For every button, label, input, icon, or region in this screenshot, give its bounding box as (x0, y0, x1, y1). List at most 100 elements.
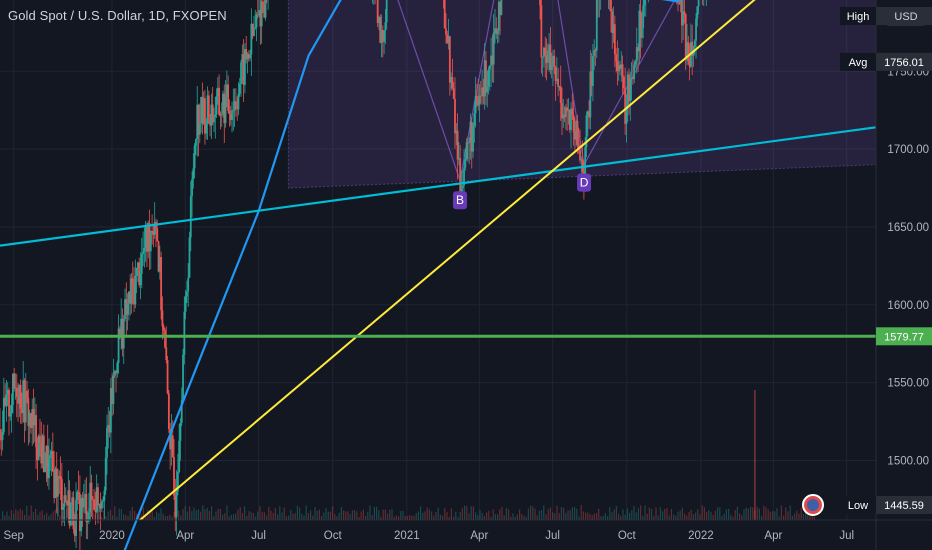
volume-bar (576, 508, 578, 520)
candle-body (633, 64, 636, 80)
volume-bar (340, 507, 342, 520)
candle-body (557, 78, 560, 87)
volume-bar (76, 513, 78, 520)
candle-body (490, 55, 492, 66)
volume-bar (556, 505, 558, 520)
volume-bar (719, 507, 721, 520)
candle-body (102, 500, 105, 502)
volume-bar (633, 506, 635, 520)
volume-bar (314, 507, 316, 520)
candle-body (54, 468, 57, 498)
candle-body (455, 130, 458, 134)
volume-bar (736, 506, 738, 520)
candle-body (625, 105, 628, 124)
candle-body (11, 373, 14, 405)
candle-body (234, 101, 237, 106)
candle-body (36, 447, 39, 461)
candle-body (621, 64, 624, 77)
candle-body (131, 278, 134, 285)
candle-body (256, 14, 259, 16)
candle-body (122, 318, 125, 349)
candle-body (133, 284, 135, 305)
candle-body (93, 499, 95, 510)
candle-body (49, 455, 52, 459)
volume-bar (710, 511, 712, 520)
volume-bar (525, 516, 527, 520)
volume-bar (756, 506, 758, 520)
time-tick-label: Apr (764, 530, 782, 542)
candle-body (581, 159, 584, 172)
volume-bar (206, 507, 208, 520)
volume-bar (164, 516, 166, 520)
average-tag-value: 1756.01 (884, 57, 924, 69)
volume-bar (721, 515, 723, 520)
candle-body (130, 278, 133, 304)
candle-body (66, 500, 68, 506)
candle-body (253, 28, 255, 36)
candle-body (86, 519, 89, 522)
volume-bar (389, 509, 391, 520)
candle-body (586, 111, 589, 116)
candle-body (121, 318, 124, 349)
candle-body (120, 318, 123, 336)
candle-body (2, 397, 5, 433)
volume-bar (662, 511, 664, 520)
candle-body (546, 50, 549, 63)
volume-bar (334, 514, 336, 520)
candle-body (562, 114, 565, 119)
volume-bar (17, 511, 19, 520)
candle-body (173, 457, 175, 496)
candle-body (246, 53, 249, 60)
candle-body (169, 429, 172, 450)
candle-body (220, 113, 223, 115)
candle-body (637, 47, 639, 52)
volume-bar (226, 505, 228, 520)
volume-bar (580, 505, 582, 520)
currency-selector[interactable]: USD (886, 8, 926, 26)
volume-bar (114, 506, 116, 520)
candle-body (209, 116, 212, 126)
candle-body (575, 121, 578, 140)
volume-bar (431, 511, 433, 520)
candle-body (224, 97, 227, 124)
candle-body (125, 299, 128, 315)
candle-body (27, 398, 30, 427)
candle-body (18, 384, 21, 404)
us-flag-icon[interactable] (802, 494, 824, 516)
candle-body (228, 110, 231, 115)
candle-body (19, 384, 22, 409)
volume-bar (415, 513, 417, 520)
volume-bar (65, 508, 67, 520)
candle-body (580, 159, 583, 161)
volume-bar (589, 514, 591, 520)
volume-bar (274, 508, 276, 520)
candle-body (585, 115, 588, 148)
candle-body (626, 74, 629, 106)
candle-body (468, 141, 471, 143)
time-tick-label: 2020 (99, 530, 125, 542)
volume-bar (15, 509, 17, 520)
volume-bar (299, 507, 301, 520)
volume-bar (351, 510, 353, 520)
volume-bar (523, 515, 525, 520)
candle-body (180, 400, 183, 423)
volume-bar (316, 510, 318, 520)
candle-body (176, 472, 179, 492)
volume-bar (521, 513, 523, 520)
candle-body (463, 167, 465, 186)
candle-body (240, 62, 242, 85)
candle-body (4, 397, 7, 406)
time-tick-label: Oct (324, 530, 343, 542)
volume-bar (123, 514, 125, 520)
candle-body (214, 114, 217, 118)
candle-body (72, 497, 75, 530)
candle-body (100, 501, 103, 509)
volume-bar (457, 516, 459, 520)
volume-bar (499, 509, 501, 520)
volume-bar (151, 511, 153, 520)
high-tag-key-bg (840, 7, 876, 25)
candle-body (30, 413, 32, 428)
candle-body (612, 24, 615, 34)
volume-bar (270, 510, 272, 520)
